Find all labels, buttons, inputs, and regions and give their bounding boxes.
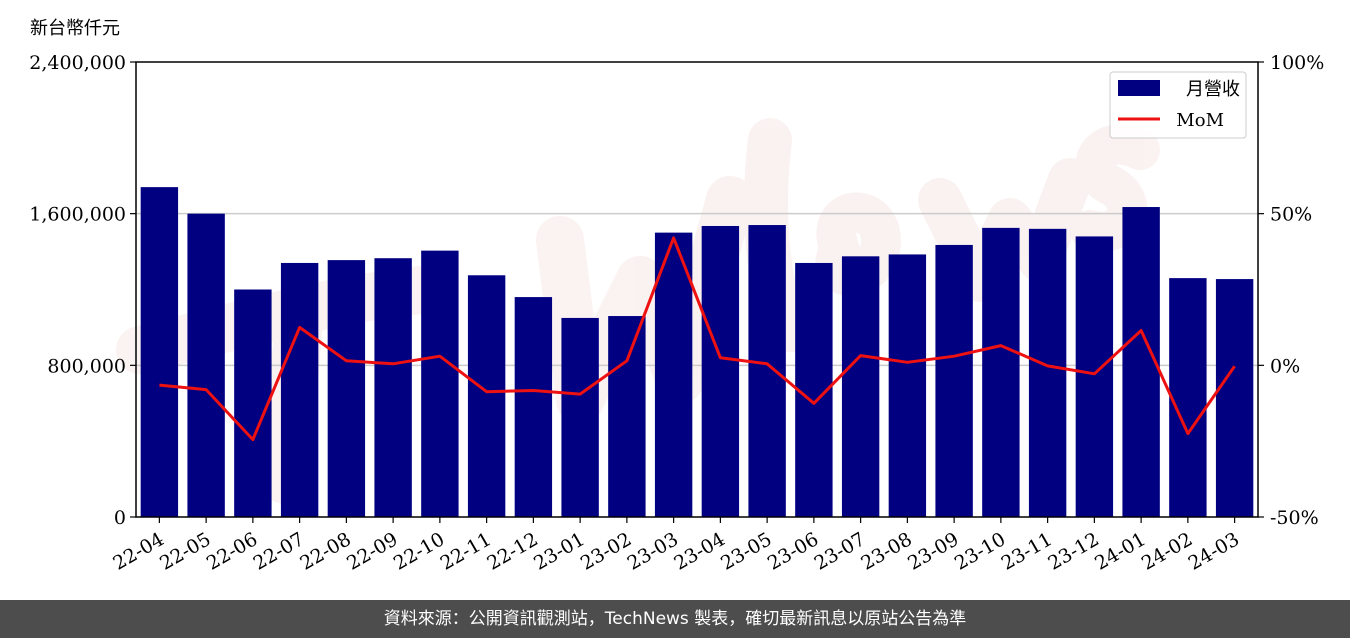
x-tick-label: 23-03 [624,528,682,574]
bar [1215,279,1254,517]
x-tick-label: 22-04 [109,528,167,574]
mom-series [159,236,1236,442]
bar [982,227,1020,517]
bar [654,232,693,517]
bar [1028,228,1067,518]
bar [234,289,272,517]
bar [1075,236,1114,517]
x-tick-label: 22-11 [437,528,495,574]
x-tick-label: 23-02 [577,528,635,574]
bar [561,317,599,517]
x-tick-label: 23-07 [811,528,869,574]
x-tick-label: 22-10 [390,528,448,574]
plot-frame [135,61,1259,518]
legend-swatch-bar [1118,80,1160,96]
x-tick-label: 23-04 [670,528,728,574]
left-axis: 0 800,000 1,600,000 2,400,000 [29,52,136,529]
bar [1122,207,1160,517]
legend-label-mom: MoM [1176,110,1224,131]
x-tick-label: 23-05 [717,528,775,574]
bar [187,213,225,517]
bar-series [140,187,1254,518]
bar [280,262,319,517]
bar [467,275,506,517]
y-tick-label: 0 [114,507,126,529]
x-tick-label: 22-05 [156,528,214,574]
y2-tick-label: 100% [1270,52,1324,74]
x-tick-label: 24-02 [1138,528,1196,574]
x-tick-label: 23-10 [951,528,1009,574]
y2-tick-label: 0% [1270,355,1300,377]
x-tick-label: 24-01 [1091,528,1149,574]
bar [748,225,786,517]
y-tick-label: 2,400,000 [29,52,126,74]
revenue-chart: 0 800,000 1,600,000 2,400,000 -50% 0% 50% 100%… [29,52,1324,575]
bar [935,244,973,517]
legend: 月營收 MoM [1109,71,1247,139]
source-text: 資料來源：公開資訊觀測站，TechNews 製表，確切最新訊息以原站公告為準 [383,609,967,629]
y-axis-label: 新台幣仟元 [30,18,120,39]
x-tick-label: 22-09 [343,528,401,574]
y2-tick-label: 50% [1270,204,1312,226]
x-tick-label: 24-03 [1185,528,1243,574]
x-tick-label: 23-06 [764,528,822,574]
x-tick-label: 22-12 [483,528,541,574]
bar [1169,278,1207,517]
bar [608,316,646,517]
bar [421,250,459,517]
legend-label-revenue: 月營收 [1186,79,1240,100]
x-tick-label: 23-12 [1044,528,1102,574]
x-tick-label: 23-08 [857,528,915,574]
x-axis: 22-0422-0522-0622-0722-0822-0922-1022-11… [109,517,1243,575]
bar [841,256,880,517]
mom-line [159,236,1236,442]
x-tick-label: 22-07 [250,528,308,574]
bar [140,187,179,517]
y2-tick-label: -50% [1270,507,1319,529]
x-tick-label: 23-09 [904,528,962,574]
source-footer: 資料來源：公開資訊觀測站，TechNews 製表，確切最新訊息以原站公告為準 [0,600,1350,638]
x-tick-label: 23-01 [530,528,588,574]
grid-lines [136,212,1258,367]
bar [374,258,412,517]
bar [888,254,927,518]
bar [514,297,553,517]
right-axis: -50% 0% 50% 100% [1258,52,1324,529]
y-tick-label: 1,600,000 [29,204,126,226]
x-tick-label: 22-06 [203,528,261,574]
y-tick-label: 800,000 [47,355,126,377]
x-tick-label: 23-11 [998,528,1056,574]
bar [327,260,366,517]
x-tick-label: 22-08 [296,528,354,574]
bar [701,225,740,518]
